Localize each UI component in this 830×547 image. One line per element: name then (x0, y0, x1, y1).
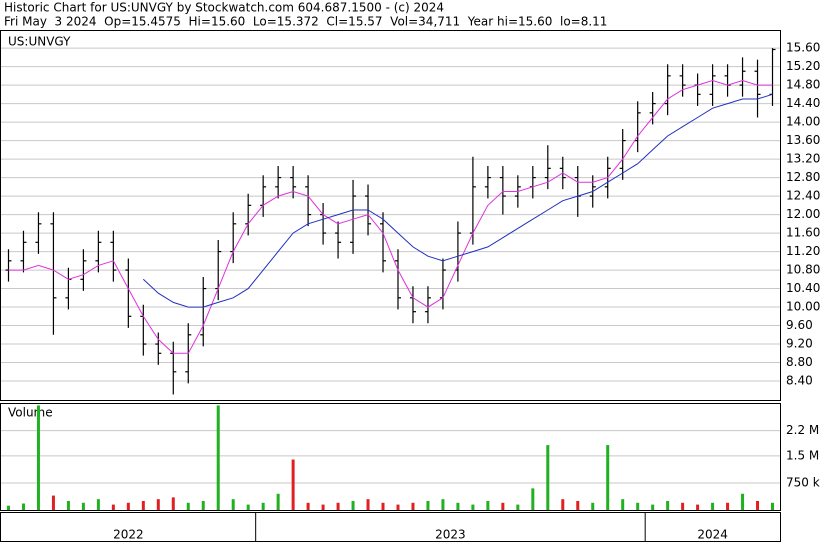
volume-bar (726, 502, 730, 510)
y-tick-label: 14.80 (786, 78, 820, 92)
volume-bar (651, 504, 655, 510)
y-tick-label: 9.20 (786, 337, 813, 351)
volume-bar (606, 445, 610, 510)
volume-bar (591, 502, 595, 510)
volume-bar (546, 445, 550, 510)
volume-bar (486, 500, 490, 510)
y-tick-label: 14.00 (786, 115, 820, 129)
volume-bar (141, 500, 145, 510)
x-tick-label: 2024 (697, 528, 728, 542)
y-tick-label: 1.5 M (786, 448, 819, 462)
volume-bar (351, 500, 355, 510)
volume-bar (576, 500, 580, 510)
y-tick-label: 13.20 (786, 152, 820, 166)
y-tick-label: 12.80 (786, 170, 820, 184)
volume-bar (666, 500, 670, 510)
volume-bar (426, 500, 430, 510)
y-tick-label: 2.2 M (786, 423, 819, 437)
volume-bar (231, 499, 235, 510)
moving-average (8, 79, 773, 354)
grid (1, 47, 780, 484)
x-tick-label: 2023 (435, 528, 466, 542)
y-tick-label: 12.40 (786, 189, 820, 203)
volume-bar (276, 493, 280, 510)
y-tick-label: 15.20 (786, 59, 820, 73)
x-tick-label: 2022 (113, 528, 144, 542)
volume-bar (696, 504, 700, 510)
volume-bar (156, 499, 160, 510)
moving-average (142, 93, 773, 308)
volume-bar (471, 504, 475, 510)
volume-bar (561, 499, 565, 510)
marks (5, 48, 776, 510)
date-axis (0, 512, 781, 542)
volume-bar (291, 459, 295, 510)
volume-bar (51, 495, 55, 510)
y-tick-label: 8.80 (786, 355, 813, 369)
y-tick-label: 15.60 (786, 41, 820, 55)
volume-bar (216, 405, 220, 510)
volume-bar (441, 499, 445, 510)
volume-bar (381, 502, 385, 510)
volume-bar (396, 504, 400, 510)
volume-bar (21, 503, 25, 510)
y-tick-label: 10.80 (786, 263, 820, 277)
volume-bar (516, 504, 520, 510)
y-tick-label: 11.20 (786, 244, 820, 258)
y-tick-label: 12.00 (786, 207, 820, 221)
volume-bar (261, 502, 265, 510)
volume-bar (96, 499, 100, 510)
y-tick-label: 11.60 (786, 226, 820, 240)
volume-bar (756, 500, 760, 510)
volume-bar (306, 502, 310, 510)
volume-bar (201, 500, 205, 510)
volume-bar (186, 502, 190, 510)
volume-bar (531, 488, 535, 510)
price-panel (0, 30, 781, 401)
volume-bar (246, 504, 250, 510)
volume-bar (171, 497, 175, 510)
volume-bar (501, 502, 505, 510)
volume-bar (711, 502, 715, 510)
volume-bar (456, 502, 460, 510)
y-tick-label: 8.40 (786, 374, 813, 388)
volume-bar (621, 499, 625, 510)
y-tick-label: 750 k (786, 475, 820, 489)
y-tick-label: 10.00 (786, 300, 820, 314)
volume-bar (636, 502, 640, 510)
volume-panel (0, 403, 781, 511)
volume-bar (771, 502, 775, 510)
y-tick-label: 9.60 (786, 318, 813, 332)
volume-bar (36, 405, 40, 510)
volume-bar (681, 502, 685, 510)
volume-bar (66, 500, 70, 510)
volume-label: Volume (8, 406, 53, 420)
volume-bar (411, 502, 415, 510)
header-title: Historic Chart for US:UNVGY by Stockwatc… (4, 1, 444, 15)
header-summary: Fri May 3 2024 Op=15.4575 Hi=15.60 Lo=15… (4, 15, 607, 29)
volume-bar (111, 504, 115, 510)
y-tick-label: 13.60 (786, 133, 820, 147)
volume-bar (6, 505, 10, 510)
volume-bar (81, 502, 85, 510)
y-tick-label: 14.40 (786, 96, 820, 110)
volume-bar (366, 499, 370, 510)
volume-bar (126, 502, 130, 510)
price-label: US:UNVGY (8, 35, 71, 49)
volume-bar (741, 493, 745, 510)
volume-bar (321, 504, 325, 510)
volume-bar (336, 502, 340, 510)
y-tick-label: 10.40 (786, 281, 820, 295)
